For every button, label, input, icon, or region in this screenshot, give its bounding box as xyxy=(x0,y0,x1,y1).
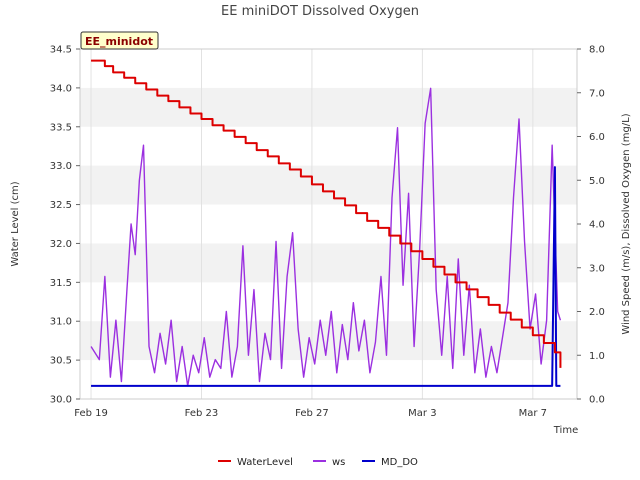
chart-title: EE miniDOT Dissolved Oxygen xyxy=(221,4,419,19)
y-tick-label-left: 33.5 xyxy=(50,122,72,133)
station-label: EE_minidot xyxy=(85,35,153,48)
grid-band xyxy=(80,321,577,361)
x-tick-label: Feb 27 xyxy=(295,408,329,419)
y-tick-label-right: 2.0 xyxy=(589,307,605,318)
y-axis-left-ticks: 30.0 30.5 31.0 31.5 32.0 32.5 33.0 33.5 34.0 34.5 xyxy=(50,45,80,406)
y-tick-label-left: 31.0 xyxy=(50,317,72,328)
grid-band xyxy=(80,87,577,127)
y-axis-right-label: Wind Speed (m/s), Dissolved Oxygen (mg/L… xyxy=(621,113,632,334)
legend-label: WaterLevel xyxy=(237,457,293,468)
y-tick-label-right: 3.0 xyxy=(589,263,605,274)
y-tick-label-left: 30.0 xyxy=(50,395,72,406)
x-axis-label: Time xyxy=(553,425,578,436)
legend-label: MD_DO xyxy=(381,457,418,468)
series-line-ws xyxy=(90,87,562,387)
x-tick-label: Feb 23 xyxy=(185,408,219,419)
y-axis-right-ticks: 0.0 1.0 2.0 3.0 4.0 5.0 6.0 7.0 8.0 xyxy=(577,45,605,406)
station-badge: EE_minidot xyxy=(80,31,159,50)
y-tick-label-right: 1.0 xyxy=(589,351,605,362)
grid-bands xyxy=(80,87,577,361)
y-tick-label-right: 8.0 xyxy=(589,45,605,56)
y-axis-left-label: Water Level (cm) xyxy=(10,181,21,266)
series-line-waterlevel xyxy=(91,59,562,368)
grid-band xyxy=(80,243,577,283)
y-tick-label-right: 6.0 xyxy=(589,132,605,143)
y-tick-label-left: 32.0 xyxy=(50,239,72,250)
y-tick-label-right: 4.0 xyxy=(589,220,605,231)
series-line-md-do xyxy=(91,166,561,387)
y-tick-label-right: 7.0 xyxy=(589,88,605,99)
grid-vertical-lines xyxy=(90,49,534,399)
y-tick-label-left: 34.5 xyxy=(50,45,72,56)
x-tick-label: Mar 3 xyxy=(408,408,436,419)
y-tick-label-left: 34.0 xyxy=(50,83,72,94)
legend-label: ws xyxy=(332,457,345,468)
y-tick-label-right: 0.0 xyxy=(589,395,605,406)
y-tick-label-right: 5.0 xyxy=(589,176,605,187)
y-tick-label-left: 31.5 xyxy=(50,278,72,289)
y-tick-label-left: 30.5 xyxy=(50,356,72,367)
y-tick-label-left: 32.5 xyxy=(50,200,72,211)
x-tick-label: Feb 19 xyxy=(74,408,108,419)
x-axis-ticks: Feb 19 Feb 23 Feb 27 Mar 3 Mar 7 xyxy=(74,408,547,419)
x-tick-label: Mar 7 xyxy=(519,408,547,419)
legend: WaterLevel ws MD_DO xyxy=(218,457,418,468)
series-layer xyxy=(90,59,562,387)
y-tick-label-left: 33.0 xyxy=(50,161,72,172)
grid-band xyxy=(80,165,577,205)
